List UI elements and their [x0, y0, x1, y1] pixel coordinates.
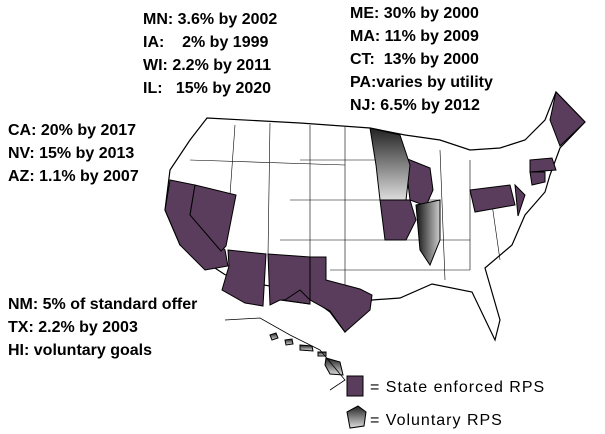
annotation: AZ: 1.1% by 2007	[8, 168, 139, 185]
annotation: MA: 11% by 2009	[350, 28, 479, 45]
annotation: NV: 15% by 2013	[8, 145, 134, 162]
state-nv	[189, 184, 237, 252]
inset-border	[224, 317, 346, 391]
state-tx	[281, 256, 373, 333]
state-wi	[404, 157, 434, 207]
annotation: NJ: 6.5% by 2012	[350, 97, 480, 114]
state-mn	[369, 127, 411, 201]
annotation: TX: 2.2% by 2003	[8, 319, 138, 336]
state-nj	[514, 183, 526, 217]
state-ma	[529, 157, 557, 173]
midwest-notes: MN: 3.6% by 2002 IA: 2% by 1999 WI: 2.2%…	[143, 11, 277, 97]
state-il	[415, 199, 441, 267]
legend-swatch	[346, 375, 364, 397]
annotation: MN: 3.6% by 2002	[143, 11, 277, 28]
annotation: CA: 20% by 2017	[8, 122, 136, 139]
annotation: HI: voluntary goals	[8, 342, 152, 359]
northeast-notes: ME: 30% by 2000 MA: 11% by 2009 CT: 13% …	[350, 5, 493, 114]
legend-label: = State enforced RPS	[370, 379, 545, 396]
annotation: IA: 2% by 1999	[143, 34, 268, 51]
annotation: NM: 5% of standard offer	[8, 296, 197, 313]
annotation: IL: 15% by 2020	[143, 80, 271, 97]
legend-label: = Voluntary RPS	[370, 412, 503, 429]
annotation: ME: 30% by 2000	[350, 5, 479, 22]
state-me	[549, 90, 586, 147]
state-hi	[269, 332, 344, 376]
state-ct	[529, 171, 546, 186]
legend-swatch	[346, 405, 367, 429]
west-notes: CA: 20% by 2017 NV: 15% by 2013 AZ: 1.1%…	[8, 122, 139, 185]
south-notes: NM: 5% of standard offer TX: 2.2% by 200…	[8, 296, 197, 359]
annotation: CT: 13% by 2000	[350, 51, 479, 68]
state-borders	[189, 122, 501, 290]
state-pa	[469, 184, 516, 213]
annotation: WI: 2.2% by 2011	[143, 57, 271, 74]
state-az	[221, 249, 267, 307]
annotation: PA:varies by utility	[350, 74, 493, 91]
